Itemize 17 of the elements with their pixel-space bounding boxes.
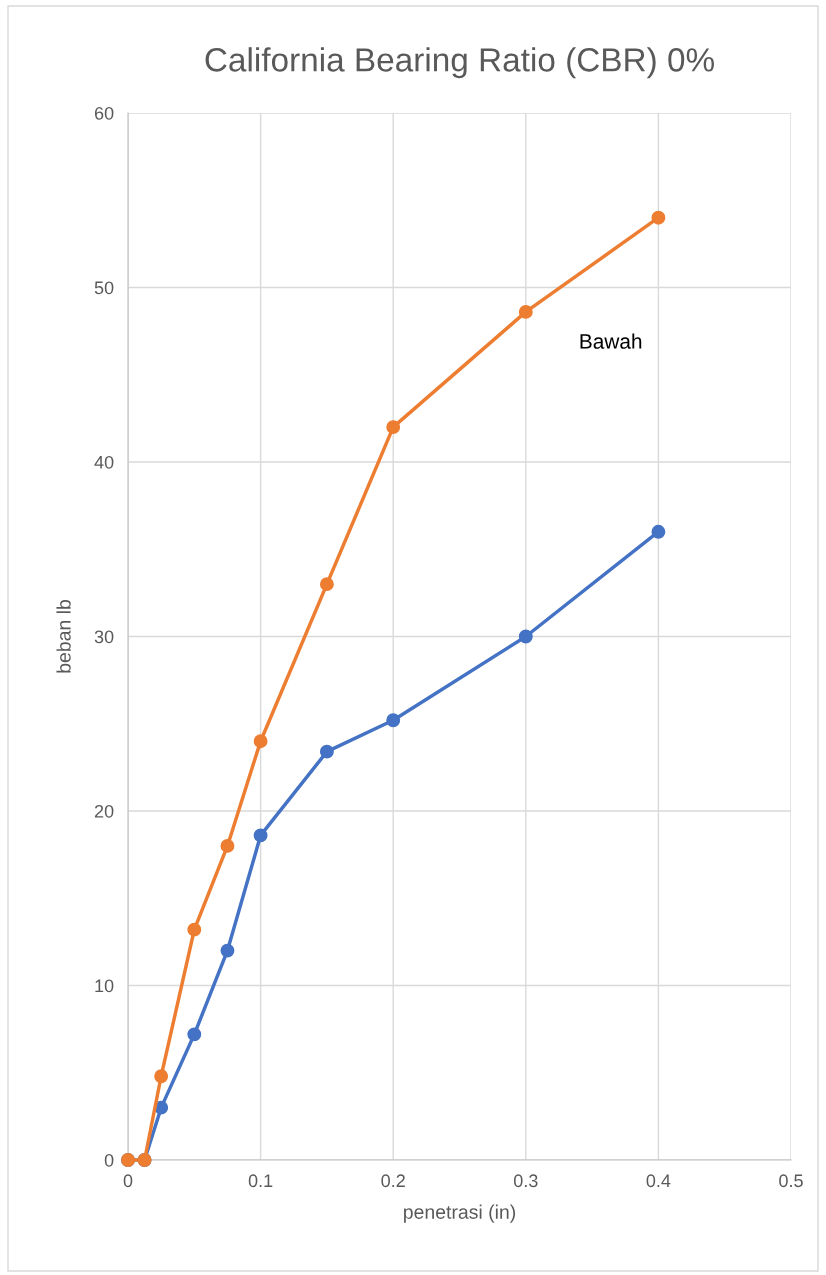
x-tick-label: 0 — [123, 1174, 133, 1188]
chart-title: California Bearing Ratio (CBR) 0% — [205, 47, 714, 79]
x-tick-label: 0.3 — [513, 1174, 538, 1188]
y-tick-label: 10 — [95, 979, 114, 993]
x-axis-title: penetrasi (in) — [404, 1204, 516, 1223]
y-tick-label: 50 — [94, 281, 114, 295]
x-tick-label: 0.2 — [381, 1174, 405, 1188]
annotation: Bawah — [580, 333, 642, 349]
x-tick-label: 0.4 — [646, 1174, 671, 1188]
y-tick-label: 0 — [104, 1153, 114, 1167]
y-tick-label: 40 — [94, 455, 114, 469]
x-tick-label: 0.5 — [779, 1174, 803, 1188]
y-tick-label: 20 — [94, 804, 114, 818]
y-axis-title: beban lb — [56, 600, 71, 673]
x-tick-label: 0.1 — [248, 1174, 273, 1188]
y-tick-label: 60 — [94, 106, 114, 120]
y-tick-label: 30 — [94, 630, 114, 644]
